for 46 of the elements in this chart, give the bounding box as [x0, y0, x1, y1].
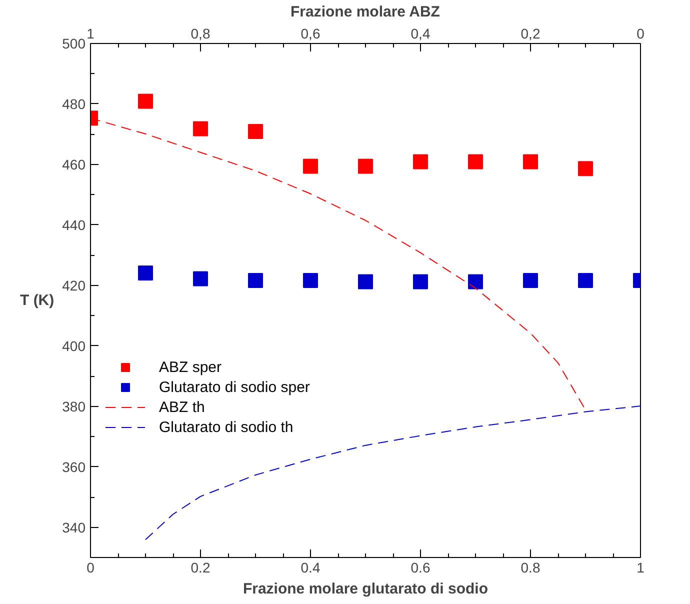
point: [193, 271, 208, 286]
point: [578, 161, 593, 176]
point: [358, 158, 373, 174]
y-tick-label: 440: [62, 216, 86, 233]
x2-axis-title: Frazione molare ABZ: [290, 4, 440, 20]
point: [358, 274, 373, 290]
legend-label: ABZ th: [159, 398, 205, 416]
y-tick-label: 420: [62, 277, 86, 294]
point: [413, 274, 428, 290]
legend-label: Glutarato di sodio th: [159, 418, 294, 436]
x2-tick-label: 0,8: [190, 26, 210, 42]
x-tick-label: 1: [636, 560, 645, 576]
x-tick-label: 0.8: [520, 560, 540, 576]
point: [578, 273, 593, 288]
point: [413, 154, 428, 170]
point: [248, 273, 263, 288]
y-tick-label: 360: [62, 458, 86, 475]
point: [523, 154, 538, 170]
point: [193, 121, 208, 136]
x2-tick-label: 1: [86, 26, 95, 42]
legend-label: Glutarato di sodio sper: [159, 378, 310, 396]
y-tick-label: 340: [62, 519, 86, 536]
point: [523, 273, 538, 288]
y-tick-label: 380: [62, 398, 86, 414]
x2-tick-label: 0,6: [300, 26, 320, 42]
point: [468, 274, 483, 290]
x-axis-title: Frazione molare glutarato di sodio: [242, 580, 488, 598]
point: [468, 154, 483, 170]
x-tick-label: 0.4: [300, 560, 320, 576]
x-tick-label: 0.2: [190, 560, 210, 576]
y-axis-title: T (K): [20, 292, 54, 309]
x2-tick-label: 0: [636, 26, 645, 42]
y-tick-label: 460: [62, 156, 86, 172]
point: [303, 158, 318, 174]
y-tick-label: 400: [62, 338, 86, 354]
x-tick-label: 0: [86, 560, 95, 576]
x2-tick-label: 0,2: [520, 26, 540, 42]
y-tick-label: 480: [62, 96, 86, 112]
point: [138, 265, 153, 280]
x2-tick-label: 0,4: [410, 26, 430, 42]
point: [303, 273, 318, 288]
legend-label: ABZ sper: [159, 358, 222, 376]
x-tick-label: 0.6: [410, 560, 430, 576]
point: [248, 124, 263, 139]
y-tick-label: 500: [62, 36, 86, 52]
point: [138, 94, 153, 109]
